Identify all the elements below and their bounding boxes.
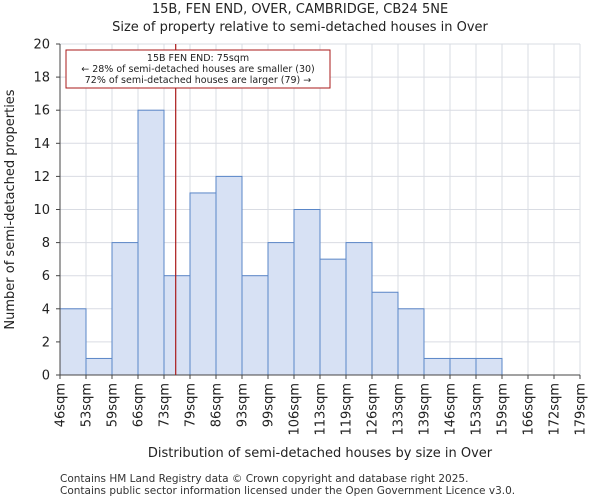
- chart-title: 15B, FEN END, OVER, CAMBRIDGE, CB24 5NE: [151, 2, 449, 17]
- annotation-larger: 72% of semi-detached houses are larger (…: [85, 75, 312, 86]
- histogram-bar: [215, 175, 243, 376]
- x-tick-label: 86sqm: [210, 383, 225, 427]
- y-tick-label: 16: [33, 104, 50, 119]
- x-tick-label: 139sqm: [418, 383, 433, 436]
- histogram-bar: [85, 357, 113, 376]
- x-tick-label: 113sqm: [314, 383, 329, 436]
- x-tick-label: 79sqm: [184, 383, 199, 427]
- x-tick-label: 179sqm: [574, 383, 589, 436]
- x-tick-label: 53sqm: [80, 383, 95, 427]
- histogram-bar: [319, 258, 347, 376]
- x-tick-label: 172sqm: [548, 383, 563, 436]
- y-axis-title: Number of semi-detached properties: [3, 89, 18, 329]
- histogram-bar: [137, 109, 165, 376]
- footer-copyright: Contains HM Land Registry data © Crown c…: [60, 473, 469, 485]
- y-tick-label: 8: [42, 236, 50, 251]
- histogram-bar: [267, 242, 295, 376]
- annotation-box: [65, 49, 331, 89]
- x-tick-label: 59sqm: [106, 383, 121, 427]
- annotation-title: 15B FEN END: 75sqm: [147, 53, 249, 64]
- x-tick-label: 146sqm: [444, 383, 459, 436]
- histogram-bar: [345, 242, 373, 376]
- x-tick-label: 106sqm: [288, 383, 303, 436]
- histogram-bar: [189, 192, 217, 376]
- x-tick-label: 46sqm: [54, 383, 69, 427]
- chart-subtitle: Size of property relative to semi-detach…: [112, 20, 488, 35]
- x-tick-label: 66sqm: [132, 383, 147, 427]
- histogram-bar: [371, 291, 399, 376]
- y-tick-label: 4: [42, 302, 50, 317]
- x-tick-label: 133sqm: [392, 383, 407, 436]
- x-tick-label: 99sqm: [262, 383, 277, 427]
- x-tick-label: 159sqm: [496, 383, 511, 436]
- x-tick-label: 73sqm: [158, 383, 173, 427]
- histogram-bar: [397, 308, 425, 376]
- footer-licence: Contains public sector information licen…: [60, 485, 516, 497]
- histogram-bar: [111, 242, 139, 376]
- y-tick-label: 18: [33, 71, 50, 86]
- histogram-bar: [449, 357, 477, 376]
- histogram-bar: [475, 357, 503, 376]
- y-tick-label: 2: [42, 335, 50, 350]
- x-tick-label: 93sqm: [236, 383, 251, 427]
- x-tick-label: 153sqm: [470, 383, 485, 436]
- annotation-smaller: ← 28% of semi-detached houses are smalle…: [81, 64, 315, 75]
- y-tick-label: 14: [33, 137, 50, 152]
- x-axis-title: Distribution of semi-detached houses by …: [148, 446, 493, 461]
- y-tick-label: 12: [33, 170, 50, 185]
- x-tick-label: 166sqm: [522, 383, 537, 436]
- x-tick-label: 126sqm: [366, 383, 381, 436]
- y-tick-label: 0: [42, 369, 50, 384]
- x-tick-label: 119sqm: [340, 383, 355, 436]
- histogram-bar: [163, 275, 191, 376]
- histogram-bar: [241, 275, 269, 376]
- y-tick-label: 20: [33, 38, 50, 53]
- histogram-bar: [59, 308, 87, 376]
- histogram-bar: [423, 357, 451, 376]
- y-tick-label: 6: [42, 269, 50, 284]
- y-tick-label: 10: [33, 203, 50, 218]
- histogram-bar: [293, 209, 321, 376]
